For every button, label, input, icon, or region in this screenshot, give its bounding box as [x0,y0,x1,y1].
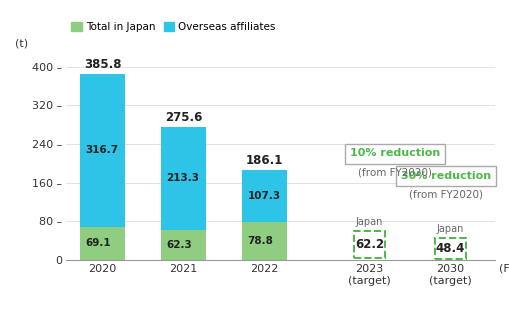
Text: 30% reduction: 30% reduction [401,171,490,181]
Text: 186.1: 186.1 [245,154,282,167]
Text: (from FY2020): (from FY2020) [358,167,432,177]
Bar [242,170,286,222]
Legend: Total in Japan, Overseas affiliates: Total in Japan, Overseas affiliates [67,18,279,36]
Text: 78.8: 78.8 [247,236,273,246]
Text: 48.4: 48.4 [435,242,464,255]
Bar [80,74,125,227]
Text: 10% reduction: 10% reduction [350,148,440,158]
Text: Japan: Japan [355,217,382,228]
Bar [161,127,205,230]
Bar [80,227,125,260]
Bar [161,230,205,260]
Text: 62.3: 62.3 [166,240,192,250]
Text: 275.6: 275.6 [164,111,202,124]
Text: 69.1: 69.1 [86,238,111,248]
Text: (FY): (FY) [498,264,509,274]
Text: (t): (t) [15,39,28,49]
Text: Japan: Japan [436,224,463,234]
Text: 107.3: 107.3 [247,191,280,201]
Text: 213.3: 213.3 [166,173,199,183]
Bar [242,222,286,260]
Text: 385.8: 385.8 [84,58,121,71]
Text: 316.7: 316.7 [86,145,119,155]
Text: 62.2: 62.2 [354,238,383,251]
Text: (from FY2020): (from FY2020) [408,190,482,200]
